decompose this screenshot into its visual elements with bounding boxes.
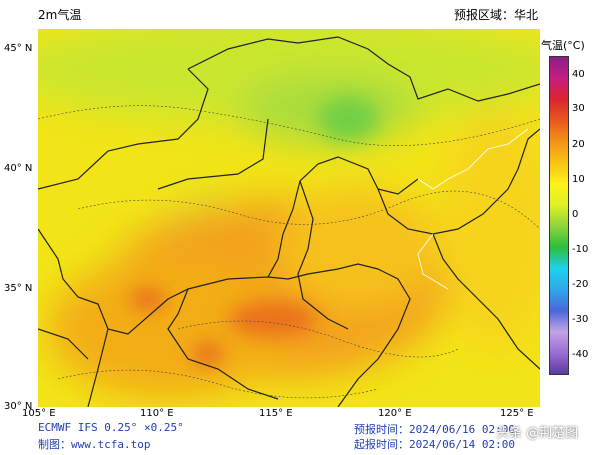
hot-spot-1 [228, 301, 318, 337]
lon-tick-115: 115° E [259, 408, 293, 419]
cb-label-minus20: -20 [572, 279, 589, 290]
lat-tick-30: 30° N [4, 401, 33, 412]
contour-lines [38, 105, 540, 399]
lat-tick-40: 40° N [4, 163, 33, 174]
coastline [417, 128, 529, 290]
cb-label-minus40: -40 [572, 349, 589, 360]
lon-tick-120: 120° E [378, 408, 412, 419]
cb-label-40: 40 [572, 69, 585, 80]
cold-spot [318, 97, 378, 141]
model-label: ECMWF IFS 0.25° ×0.25° [38, 421, 184, 434]
hot-spot-2 [130, 291, 166, 307]
maker-label: 制图：www.tcfa.top [38, 438, 151, 451]
issue-time-label: 起报时间：2024/06/14 02:00 [354, 438, 515, 451]
legend-title: 气温(°C) [541, 39, 585, 52]
ocean-zone [438, 109, 540, 349]
lon-tick-110: 110° E [140, 408, 174, 419]
watermark: 头条 @荆楚图 [496, 426, 579, 441]
cb-label-30: 30 [572, 103, 585, 114]
map-title: 2m气温 [38, 8, 82, 22]
valid-time-label: 预报时间：2024/06/16 02:00 [354, 423, 515, 436]
lon-tick-125: 125° E [500, 408, 534, 419]
cb-label-10: 10 [572, 174, 585, 185]
region-label: 预报区域：华北 [453, 8, 538, 22]
cb-label-0: 0 [572, 209, 579, 220]
lon-tick-105: 105° E [22, 408, 56, 419]
lat-tick-35: 35° N [4, 283, 33, 294]
colorbar [549, 56, 569, 375]
cb-label-20: 20 [572, 139, 585, 150]
hot-spot-3 [194, 344, 222, 364]
temperature-map [38, 29, 540, 407]
cb-label-minus10: -10 [572, 244, 589, 255]
cb-label-minus30: -30 [572, 314, 589, 325]
lat-tick-45: 45° N [4, 43, 33, 54]
province-borders [38, 36, 540, 407]
